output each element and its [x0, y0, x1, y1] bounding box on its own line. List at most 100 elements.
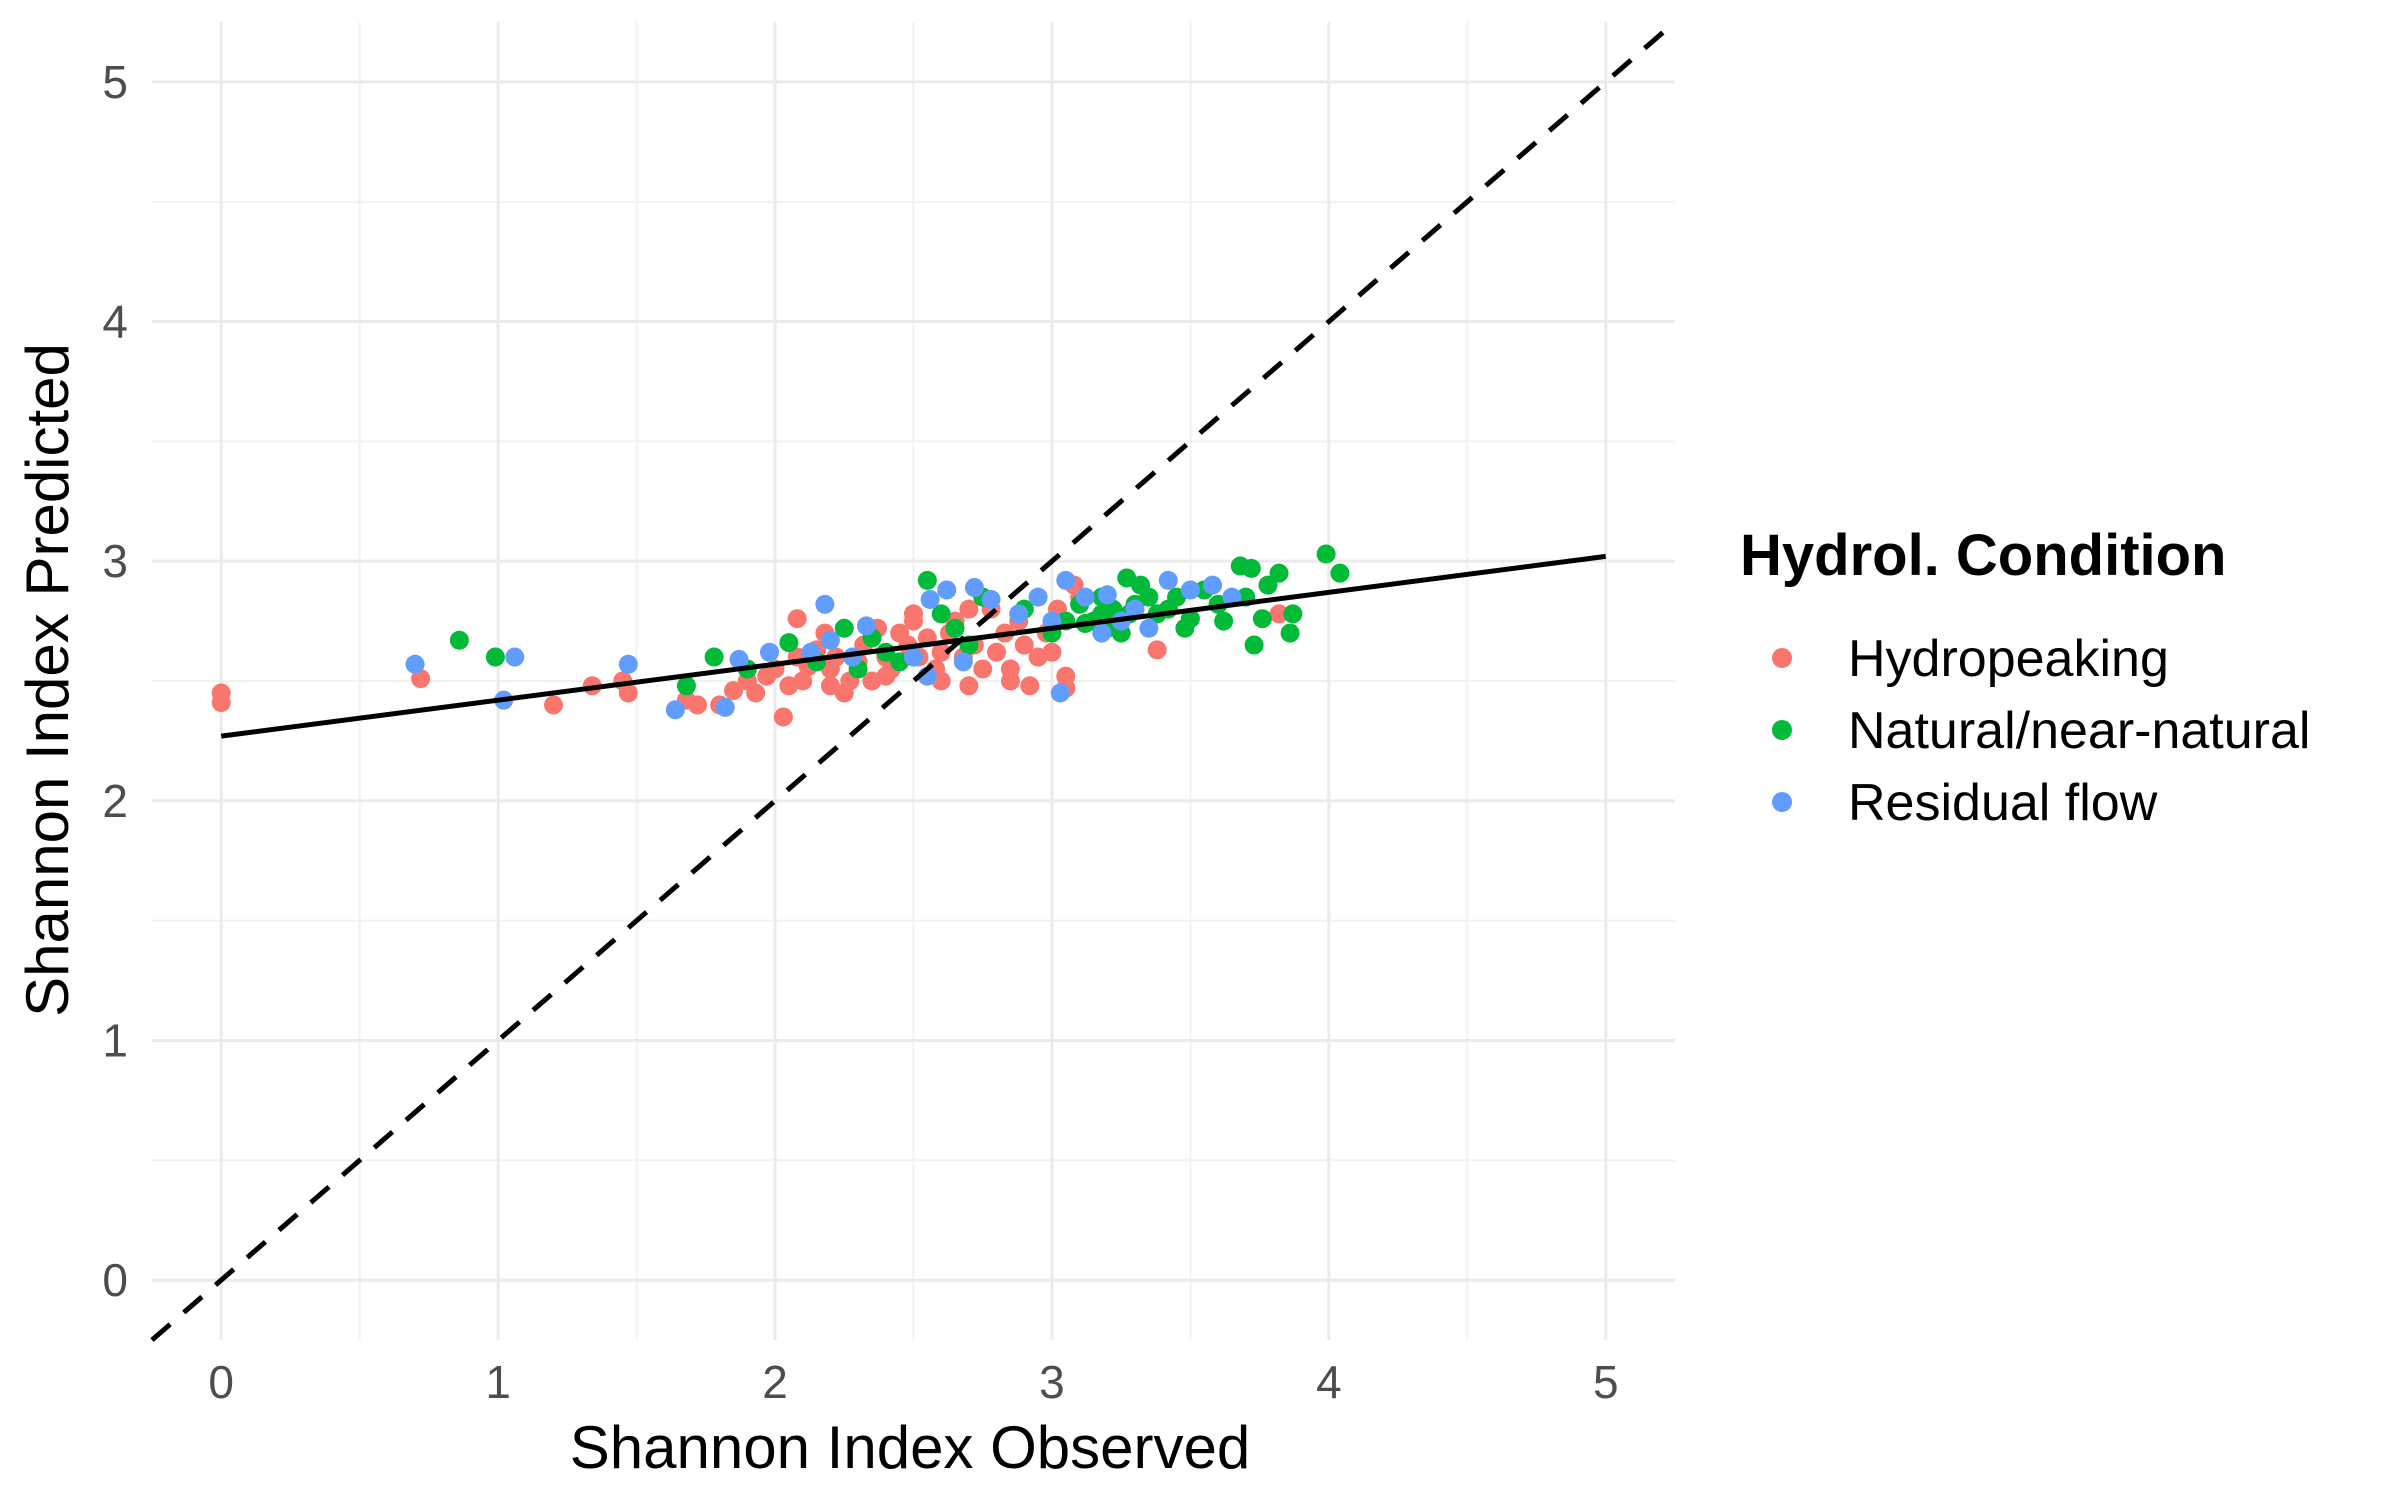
- y-tick-label: 3: [102, 535, 128, 587]
- data-point: [1330, 563, 1350, 583]
- data-point: [1139, 618, 1159, 638]
- data-point: [1042, 642, 1062, 662]
- data-point: [793, 671, 813, 691]
- legend-label: Residual flow: [1848, 774, 2158, 832]
- data-point: [618, 683, 638, 703]
- data-point: [779, 633, 799, 653]
- data-point: [964, 578, 984, 598]
- data-point: [920, 590, 940, 610]
- data-point: [688, 695, 708, 715]
- data-point: [917, 570, 937, 590]
- legend-label: Hydropeaking: [1848, 630, 2169, 688]
- data-point: [904, 647, 923, 667]
- y-axis-ticks: 0 1 2 3 4 5: [102, 56, 128, 1306]
- legend-title: Hydrol. Condition: [1740, 523, 2227, 588]
- data-point: [959, 676, 979, 696]
- data-point: [773, 707, 793, 727]
- data-point: [973, 659, 993, 679]
- data-point: [1139, 587, 1159, 607]
- data-point: [876, 666, 896, 686]
- x-tick-label: 5: [1593, 1356, 1619, 1408]
- data-point: [485, 647, 505, 667]
- data-point: [787, 609, 807, 629]
- data-point: [618, 654, 638, 674]
- data-point: [665, 700, 685, 720]
- data-point: [1050, 683, 1070, 703]
- reference-lines: [150, 20, 1677, 1342]
- legend-key: [1772, 792, 1792, 812]
- data-point: [724, 681, 744, 701]
- y-axis-title: Shannon Index Predicted: [14, 343, 81, 1017]
- regression-line: [220, 553, 1607, 739]
- major-gridlines: [152, 22, 1675, 1340]
- data-point: [1014, 635, 1034, 655]
- data-point: [959, 599, 979, 619]
- y-tick-label: 5: [102, 56, 128, 108]
- data-point: [505, 647, 525, 667]
- data-point: [931, 604, 951, 624]
- data-point: [704, 647, 724, 667]
- data-point: [981, 590, 1001, 610]
- legend: Hydrol. Condition Hydropeaking Natural/ne…: [1740, 523, 2310, 832]
- data-point: [834, 618, 854, 638]
- data-point: [931, 642, 951, 662]
- data-point: [1316, 544, 1336, 564]
- data-point: [1280, 623, 1300, 643]
- data-point: [1158, 570, 1178, 590]
- x-tick-label: 0: [208, 1356, 234, 1408]
- data-point: [1097, 585, 1117, 605]
- data-point: [953, 652, 973, 672]
- data-point: [676, 676, 696, 696]
- data-point: [1283, 604, 1303, 624]
- data-point: [1180, 609, 1200, 629]
- y-tick-label: 2: [102, 775, 128, 827]
- data-point: [1092, 623, 1112, 643]
- y-tick-label: 4: [102, 296, 128, 348]
- data-point: [945, 618, 965, 638]
- data-point: [760, 642, 780, 662]
- data-point: [937, 580, 957, 600]
- data-point: [1252, 609, 1272, 629]
- legend-key: [1772, 720, 1792, 740]
- data-point: [1075, 587, 1095, 607]
- data-point: [1092, 604, 1112, 624]
- data-point: [1056, 570, 1076, 590]
- data-point: [904, 604, 923, 624]
- data-point: [411, 669, 431, 689]
- y-tick-label: 0: [102, 1254, 128, 1306]
- data-point: [1269, 604, 1289, 624]
- data-point: [1180, 580, 1200, 600]
- x-axis-title: Shannon Index Observed: [570, 1414, 1250, 1481]
- data-point: [1203, 575, 1223, 595]
- data-point: [715, 697, 735, 717]
- data-point: [1125, 599, 1145, 619]
- data-point: [1244, 635, 1264, 655]
- data-point: [1147, 640, 1167, 660]
- data-point: [1258, 575, 1278, 595]
- minor-gridlines: [152, 22, 1675, 1340]
- data-point: [1009, 604, 1029, 624]
- y-tick-label: 1: [102, 1014, 128, 1066]
- legend-key: [1772, 648, 1792, 668]
- data-point: [1000, 671, 1020, 691]
- data-point: [405, 654, 425, 674]
- data-point: [1020, 676, 1040, 696]
- data-point: [449, 630, 469, 650]
- x-tick-label: 2: [762, 1356, 788, 1408]
- data-point: [820, 676, 840, 696]
- data-point: [544, 695, 564, 715]
- x-tick-label: 1: [485, 1356, 511, 1408]
- data-point: [729, 649, 749, 669]
- data-point: [1028, 587, 1048, 607]
- data-point: [1269, 563, 1289, 583]
- data-point: [820, 630, 840, 650]
- data-points: [211, 544, 1350, 727]
- x-tick-label: 4: [1316, 1356, 1342, 1408]
- x-axis-ticks: 0 1 2 3 4 5: [208, 1356, 1618, 1408]
- data-point: [987, 642, 1007, 662]
- data-point: [211, 693, 231, 713]
- legend-label: Natural/near-natural: [1848, 702, 2310, 760]
- data-point: [815, 594, 835, 614]
- data-point: [746, 683, 766, 703]
